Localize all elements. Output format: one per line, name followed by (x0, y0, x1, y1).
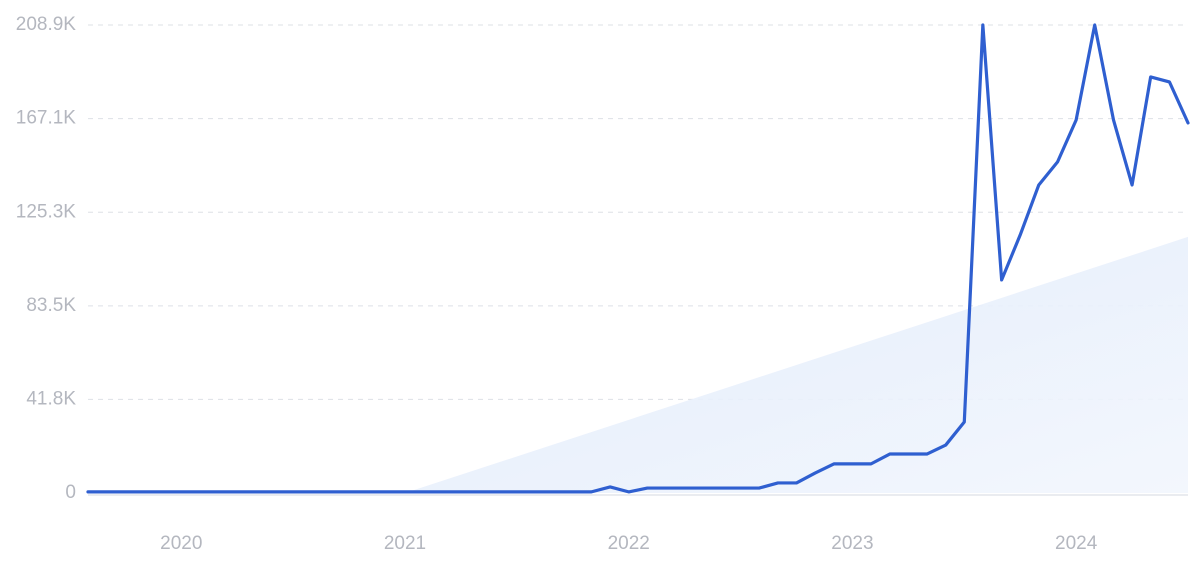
trend-area (405, 236, 1189, 493)
y-tick-label: 0 (65, 482, 76, 503)
x-tick-label: 2021 (384, 533, 426, 554)
y-tick-label: 83.5K (26, 295, 76, 316)
y-tick-label: 167.1K (16, 108, 77, 129)
data-line (86, 23, 1190, 494)
x-tick-label: 2024 (1055, 533, 1098, 554)
y-tick-label: 41.8K (26, 388, 76, 409)
y-tick-label: 125.3K (16, 201, 77, 222)
x-tick-label: 2023 (831, 533, 873, 554)
y-tick-label: 208.9K (16, 14, 77, 35)
x-tick-label: 2022 (608, 533, 650, 554)
x-tick-label: 2020 (160, 533, 202, 554)
